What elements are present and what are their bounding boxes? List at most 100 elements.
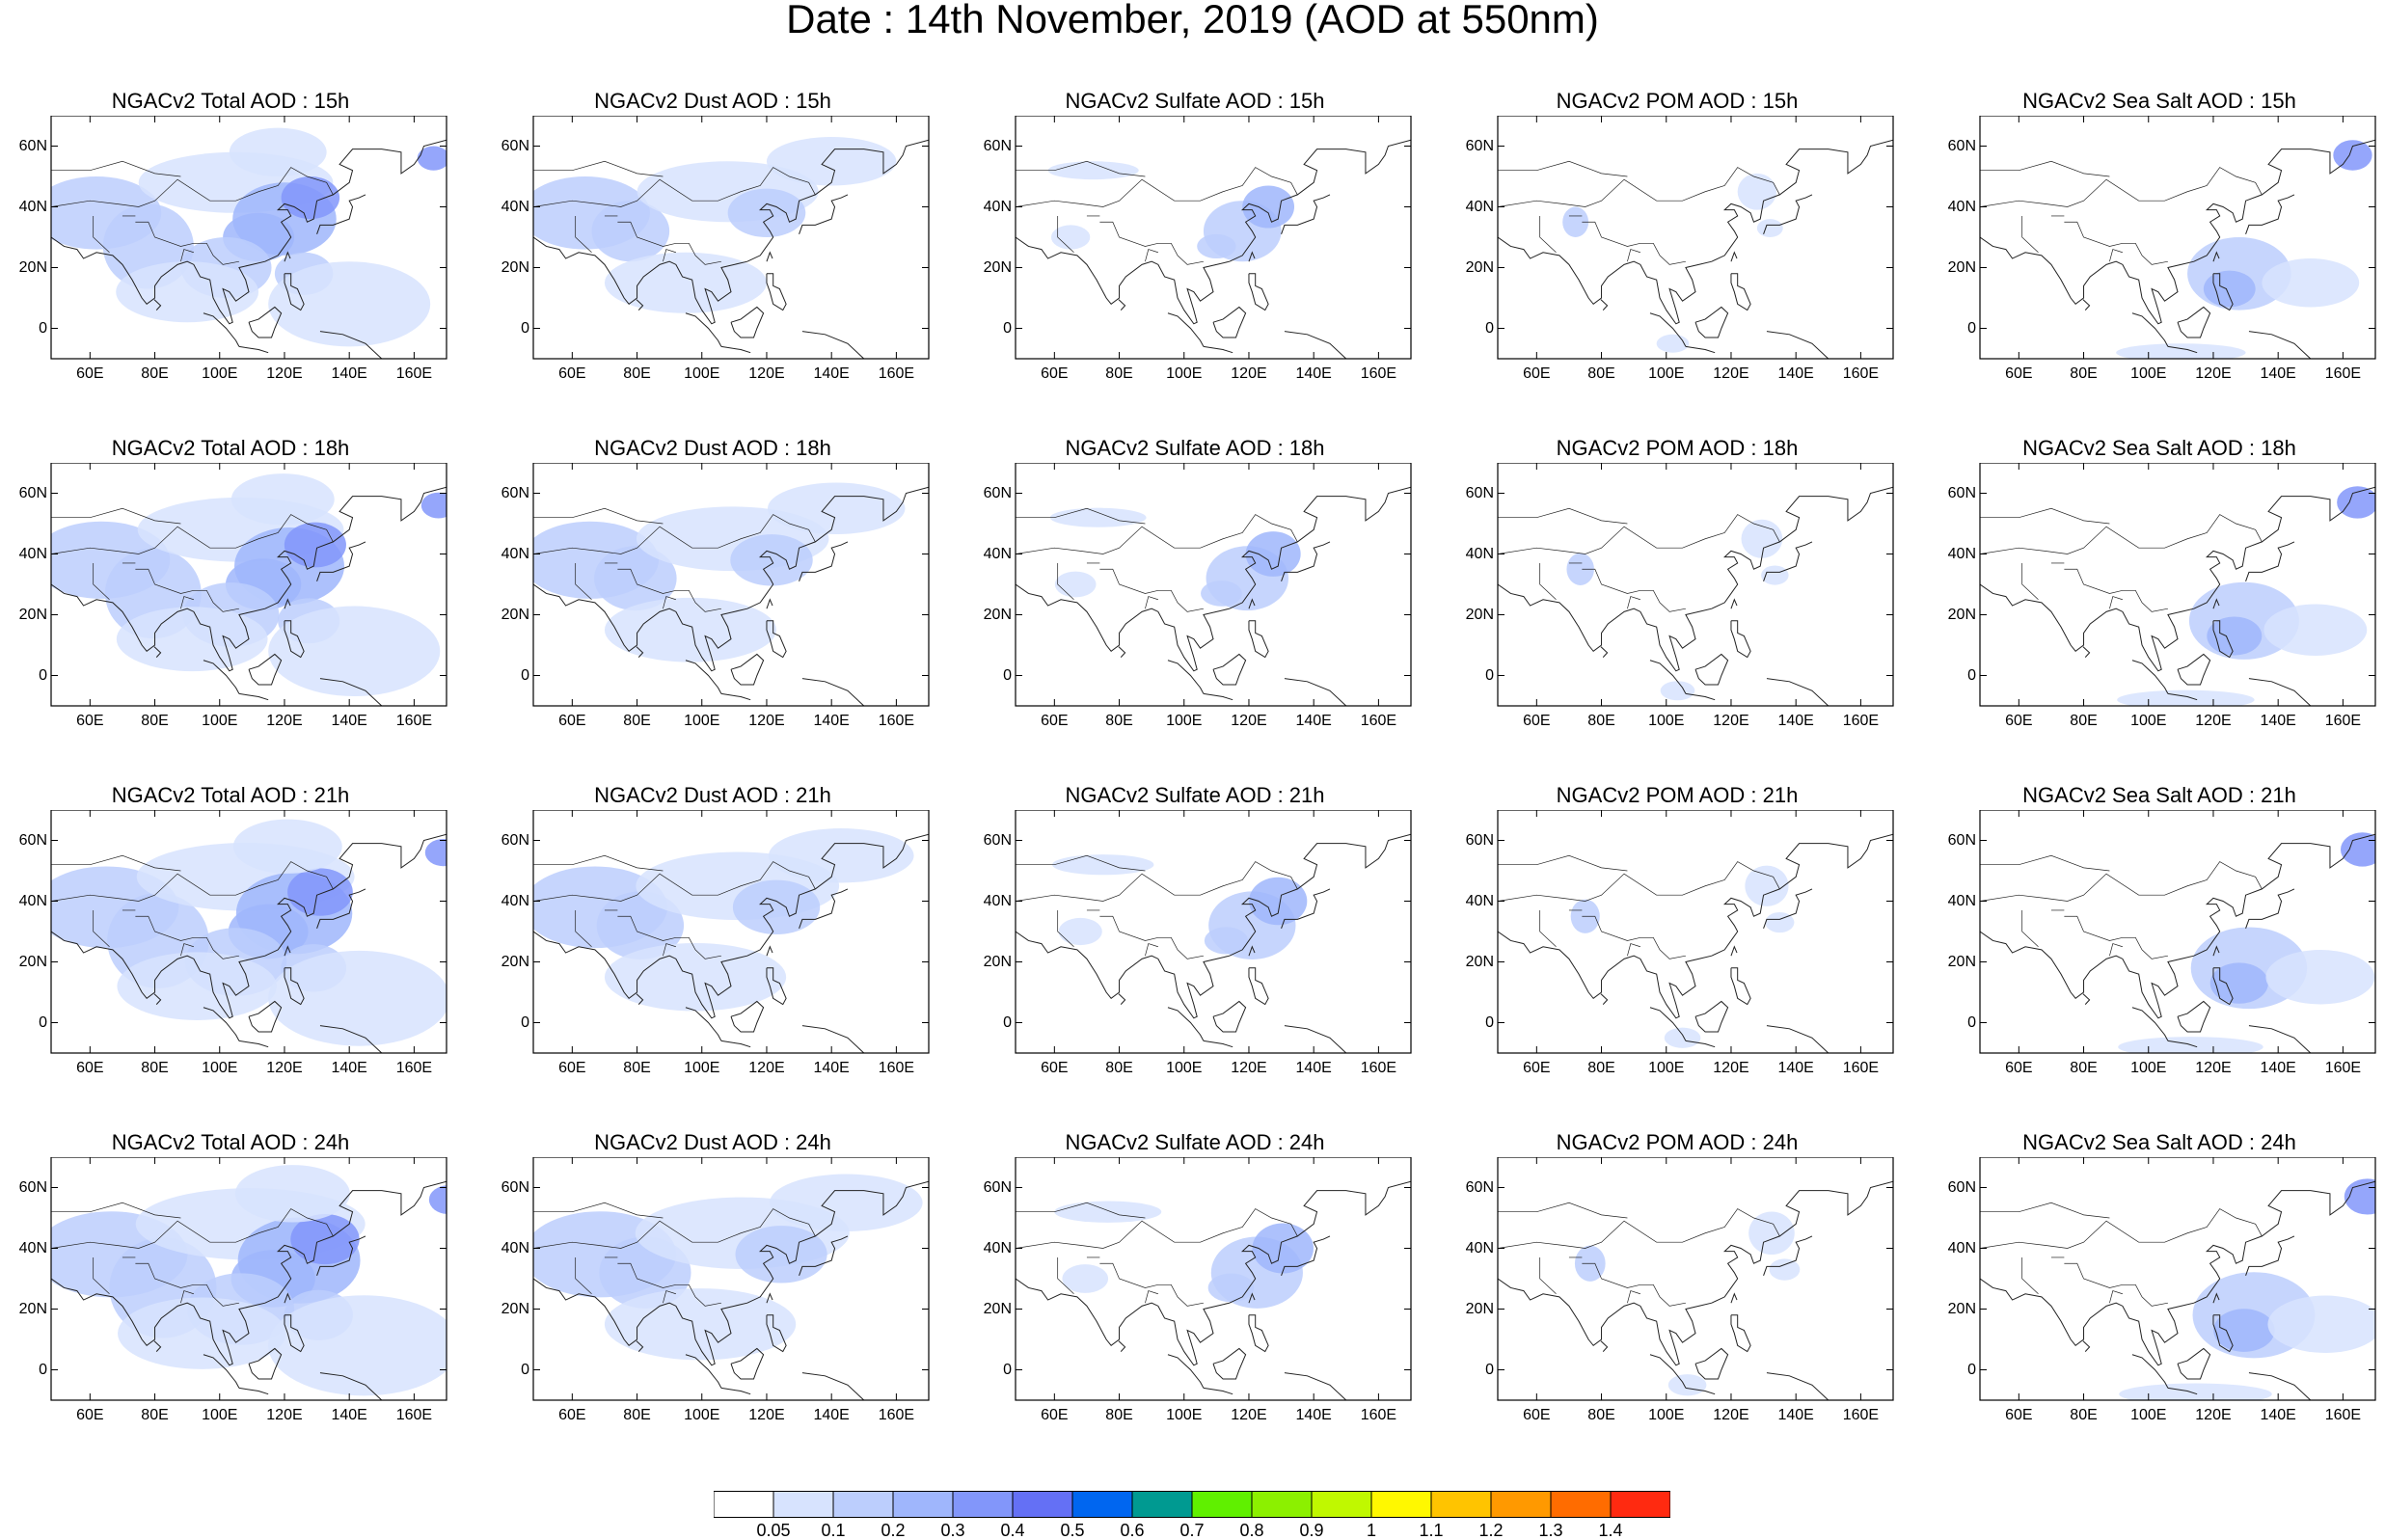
panel-title: NGACv2 Sea Salt AOD : 24h (2022, 1130, 2296, 1154)
y-tick-label: 40N (1947, 1239, 1976, 1256)
y-tick-label: 60N (1465, 137, 1494, 154)
coastline (2248, 678, 2312, 706)
coastline (1649, 312, 1687, 347)
colorbar-swatch (1550, 1491, 1612, 1518)
y-tick-label: 0 (1485, 319, 1494, 337)
panel-title: NGACv2 Sulfate AOD : 18h (1065, 436, 1325, 460)
colorbar-swatch (1610, 1491, 1670, 1518)
aod-region (1062, 1264, 1109, 1293)
aod-region (1054, 571, 1097, 598)
aod-region (232, 819, 342, 875)
x-tick-label: 100E (1166, 1060, 1203, 1076)
x-tick-label: 140E (331, 365, 367, 382)
coastline (1281, 541, 1331, 582)
x-tick-label: 80E (623, 365, 651, 382)
y-tick-label: 20N (501, 1300, 529, 1317)
coastline (1212, 306, 1247, 338)
coastline (1498, 139, 1893, 325)
coastline (1649, 1007, 1687, 1041)
country-border (1582, 915, 1686, 959)
colorbar-swatch (1131, 1491, 1193, 1518)
x-tick-label: 60E (2005, 713, 2033, 729)
country-border (1099, 915, 1204, 959)
aod-region (732, 879, 821, 935)
aod-region (1050, 225, 1091, 250)
colorbar-label: 0.05 (756, 1521, 791, 1540)
country-border (617, 915, 721, 959)
coastline (238, 692, 269, 701)
coastline (720, 692, 751, 701)
x-tick-label: 60E (76, 713, 104, 729)
country-border (2021, 1256, 2039, 1295)
coastline (51, 1180, 447, 1366)
coastline (2212, 598, 2220, 609)
colorbar-swatch (1191, 1491, 1253, 1518)
colorbar-swatch (1311, 1491, 1372, 1518)
x-tick-label: 60E (1523, 1407, 1551, 1423)
colorbar-label: 1.4 (1598, 1521, 1623, 1540)
y-tick-label: 0 (1967, 1361, 1976, 1378)
map-plot (1497, 116, 1894, 360)
coastline (1248, 273, 1269, 311)
panel-title: NGACv2 Sea Salt AOD : 18h (2022, 436, 2296, 460)
y-tick-label: 0 (39, 1013, 47, 1031)
coastline (1248, 1314, 1269, 1353)
x-tick-label: 160E (395, 365, 433, 382)
y-tick-label: 0 (1967, 666, 1976, 684)
x-tick-label: 140E (2260, 1407, 2296, 1423)
country-border (51, 514, 334, 554)
x-tick-label: 80E (1587, 713, 1615, 729)
map-panel: NGACv2 Sulfate AOD : 24h 60N 40N 20N 0 60E 80E… (969, 1130, 1412, 1429)
coastline (636, 646, 644, 658)
coastline (1248, 620, 1269, 659)
country-border (1498, 854, 1628, 872)
coastline (238, 345, 269, 354)
map-plot (50, 1157, 447, 1401)
coastline (1016, 1180, 1411, 1366)
x-tick-label: 120E (748, 713, 785, 729)
y-tick-label: 60N (1947, 1178, 1976, 1196)
y-tick-label: 60N (1465, 1178, 1494, 1196)
y-tick-label: 0 (39, 319, 47, 337)
map-plot (1979, 810, 2376, 1054)
x-tick-label: 140E (1295, 713, 1332, 729)
map-panel: NGACv2 Sulfate AOD : 21h 60N 40N 20N 0 60E 80E… (969, 783, 1412, 1082)
coastline (1498, 486, 1893, 672)
coastline (1167, 660, 1205, 694)
coastline (801, 1025, 865, 1053)
x-tick-label: 140E (1295, 1060, 1332, 1076)
country-border (93, 1256, 110, 1295)
panel-title: NGACv2 Total AOD : 15h (111, 89, 350, 113)
map-plot (50, 810, 447, 1054)
y-tick-label: 60N (18, 137, 47, 154)
plot-frame (1979, 463, 2376, 707)
country-border (575, 215, 592, 254)
aod-region (234, 1165, 350, 1223)
map-plot (1979, 1157, 2376, 1401)
panel-title: NGACv2 Sulfate AOD : 24h (1065, 1130, 1325, 1154)
colorbar-swatch (1370, 1491, 1432, 1518)
coastline (1763, 194, 1813, 235)
x-tick-label: 60E (1041, 713, 1069, 729)
country-border (2064, 915, 2168, 959)
x-tick-label: 160E (2324, 1060, 2362, 1076)
y-tick-label: 40N (1465, 198, 1494, 215)
aod-region (2337, 486, 2375, 519)
map-plot (532, 463, 930, 707)
country-border (51, 160, 181, 177)
y-tick-label: 60N (983, 831, 1012, 849)
x-tick-label: 100E (2130, 713, 2167, 729)
colorbar-label: 0.3 (940, 1521, 965, 1540)
x-tick-label: 80E (2070, 1407, 2098, 1423)
country-border (180, 249, 194, 262)
colorbar-label: 1.2 (1478, 1521, 1504, 1540)
coastline (203, 660, 240, 694)
aod-region (1667, 1374, 1707, 1396)
country-border (1145, 596, 1158, 609)
country-border (1145, 943, 1158, 957)
country-border (135, 568, 239, 612)
coastline (153, 299, 162, 311)
coastline (2177, 1347, 2211, 1380)
colorbar-label: 0.5 (1060, 1521, 1085, 1540)
colorbar-swatch (1012, 1491, 1073, 1518)
